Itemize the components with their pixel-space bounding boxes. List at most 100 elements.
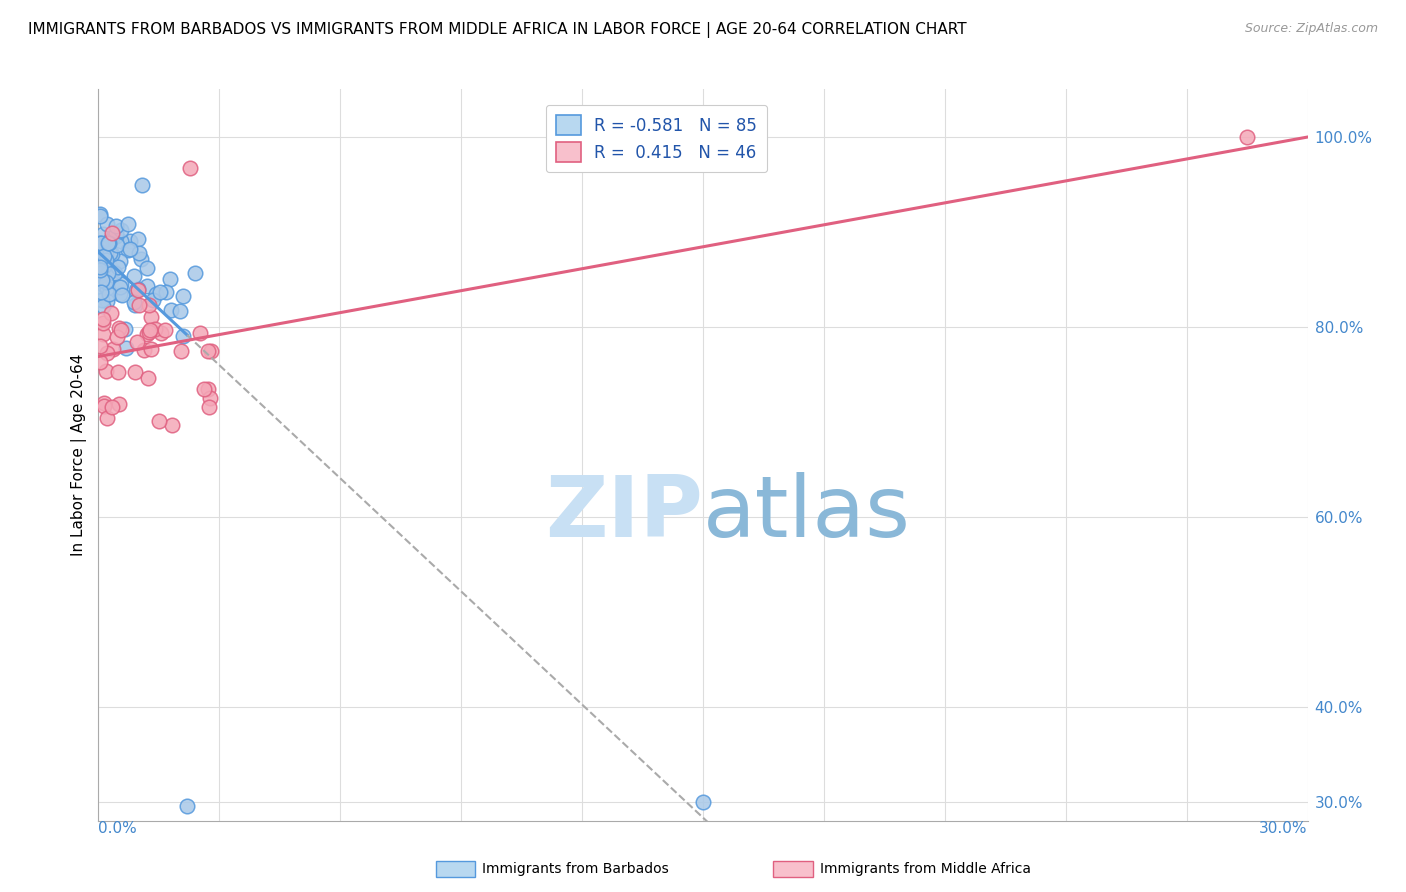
- Point: [97, 236, 120, 251]
- Point: [160, 418, 183, 433]
- Point: [135, 261, 157, 276]
- Y-axis label: In Labor Force | Age 20-64: In Labor Force | Age 20-64: [72, 354, 87, 556]
- Point: [117, 217, 139, 231]
- Point: [96, 293, 118, 308]
- Point: [145, 287, 167, 301]
- Point: [124, 298, 146, 312]
- Point: [148, 414, 170, 428]
- Point: [97, 266, 120, 280]
- Point: [110, 280, 132, 294]
- Point: [118, 242, 141, 256]
- Point: [93, 395, 115, 409]
- Point: [142, 293, 165, 307]
- Point: [90, 261, 112, 276]
- Point: [200, 344, 222, 359]
- Point: [107, 260, 129, 275]
- Point: [139, 323, 162, 337]
- Point: [93, 249, 115, 263]
- Point: [122, 294, 145, 309]
- Point: [89, 339, 111, 353]
- Point: [692, 795, 714, 809]
- Point: [143, 322, 166, 336]
- Point: [96, 217, 118, 231]
- Point: [91, 293, 114, 308]
- Point: [89, 258, 111, 272]
- Point: [127, 283, 149, 297]
- Point: [104, 267, 127, 281]
- Point: [91, 327, 114, 342]
- Point: [93, 237, 115, 252]
- Point: [149, 285, 172, 299]
- Text: Immigrants from Middle Africa: Immigrants from Middle Africa: [820, 862, 1031, 876]
- Point: [89, 263, 111, 277]
- Point: [91, 317, 114, 331]
- Point: [96, 410, 118, 425]
- Point: [93, 259, 115, 273]
- Point: [93, 278, 115, 293]
- Point: [96, 276, 118, 290]
- Text: Source: ZipAtlas.com: Source: ZipAtlas.com: [1244, 22, 1378, 36]
- Point: [101, 227, 124, 241]
- Point: [169, 303, 191, 318]
- Point: [193, 382, 215, 396]
- Point: [138, 298, 160, 312]
- Point: [110, 323, 132, 337]
- Point: [176, 799, 198, 814]
- Point: [136, 279, 159, 293]
- Point: [107, 365, 129, 379]
- Point: [91, 311, 114, 326]
- Point: [91, 243, 114, 257]
- Point: [117, 244, 139, 258]
- Point: [107, 397, 129, 411]
- Point: [90, 285, 112, 299]
- Point: [105, 219, 128, 233]
- Point: [135, 327, 157, 342]
- Point: [101, 343, 124, 357]
- Point: [90, 258, 112, 272]
- Point: [111, 288, 134, 302]
- Point: [108, 253, 131, 268]
- Point: [96, 346, 118, 360]
- Point: [1236, 129, 1258, 144]
- Point: [153, 323, 176, 337]
- Point: [172, 328, 194, 343]
- Text: IMMIGRANTS FROM BARBADOS VS IMMIGRANTS FROM MIDDLE AFRICA IN LABOR FORCE | AGE 2: IMMIGRANTS FROM BARBADOS VS IMMIGRANTS F…: [28, 22, 967, 38]
- Point: [105, 229, 128, 244]
- Point: [136, 371, 159, 385]
- Point: [169, 344, 191, 359]
- Point: [91, 253, 114, 268]
- Point: [124, 283, 146, 297]
- Point: [172, 289, 194, 303]
- Point: [100, 401, 122, 415]
- Point: [98, 287, 121, 301]
- Text: 0.0%: 0.0%: [98, 821, 138, 836]
- Point: [98, 234, 121, 248]
- Point: [98, 260, 121, 275]
- Point: [115, 341, 138, 355]
- Point: [101, 263, 124, 277]
- Point: [101, 231, 124, 245]
- Point: [90, 236, 112, 251]
- Point: [124, 365, 146, 379]
- Point: [184, 266, 207, 280]
- Point: [110, 277, 132, 292]
- Point: [127, 283, 149, 297]
- Text: ZIP: ZIP: [546, 472, 703, 555]
- Point: [128, 246, 150, 260]
- Point: [110, 287, 132, 301]
- Point: [96, 275, 118, 289]
- Point: [125, 334, 148, 349]
- Point: [91, 273, 114, 287]
- Point: [122, 269, 145, 284]
- Point: [91, 246, 114, 260]
- Point: [197, 382, 219, 396]
- Point: [100, 306, 122, 320]
- Point: [179, 161, 201, 175]
- Point: [114, 321, 136, 335]
- Text: atlas: atlas: [703, 472, 911, 555]
- Point: [93, 399, 115, 413]
- Point: [89, 206, 111, 220]
- Point: [104, 226, 127, 240]
- Point: [96, 252, 118, 267]
- Point: [160, 303, 183, 318]
